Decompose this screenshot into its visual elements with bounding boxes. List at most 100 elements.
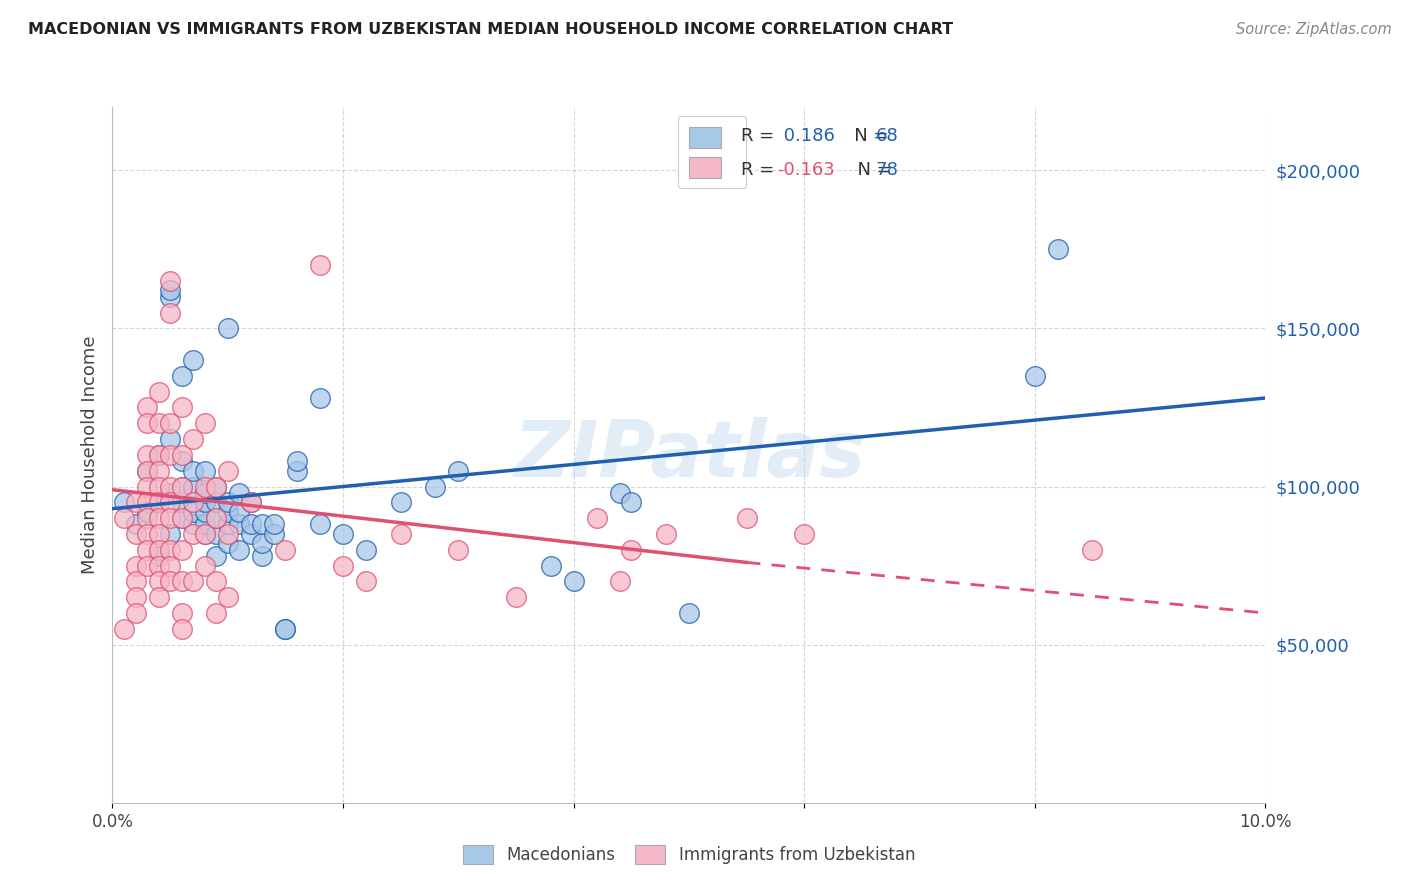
Point xyxy=(252,549,274,563)
Point xyxy=(170,542,193,557)
Point xyxy=(181,517,204,532)
Point xyxy=(136,558,159,573)
Point xyxy=(148,558,170,573)
Point xyxy=(228,486,250,500)
Point xyxy=(1024,368,1046,383)
Point xyxy=(194,505,217,519)
Point xyxy=(181,464,204,478)
Point xyxy=(332,527,354,541)
Point xyxy=(148,495,170,509)
Point xyxy=(239,517,262,532)
Point xyxy=(159,486,181,500)
Point xyxy=(285,454,308,468)
Point xyxy=(309,391,332,405)
Text: -0.163: -0.163 xyxy=(778,161,835,179)
Point xyxy=(136,464,159,478)
Point xyxy=(148,448,170,462)
Point xyxy=(148,549,170,563)
Point xyxy=(181,495,204,509)
Point xyxy=(170,479,193,493)
Point xyxy=(620,542,643,557)
Point xyxy=(159,542,181,557)
Text: 0.186: 0.186 xyxy=(778,128,834,145)
Point xyxy=(655,527,678,541)
Point xyxy=(389,527,412,541)
Point xyxy=(159,574,181,589)
Point xyxy=(285,464,308,478)
Point xyxy=(505,591,527,605)
Point xyxy=(194,464,217,478)
Point xyxy=(136,401,159,415)
Point xyxy=(205,606,228,620)
Point xyxy=(228,542,250,557)
Point xyxy=(124,495,146,509)
Point xyxy=(159,417,181,431)
Point xyxy=(170,401,193,415)
Point xyxy=(159,432,181,446)
Point xyxy=(263,517,285,532)
Point xyxy=(263,527,285,541)
Point xyxy=(136,511,159,525)
Point xyxy=(540,558,562,573)
Point xyxy=(447,464,470,478)
Point xyxy=(136,464,159,478)
Point xyxy=(159,558,181,573)
Point xyxy=(217,495,239,509)
Point xyxy=(148,479,170,493)
Point xyxy=(205,479,228,493)
Point xyxy=(124,517,146,532)
Point xyxy=(112,495,135,509)
Point xyxy=(309,517,332,532)
Point xyxy=(239,527,262,541)
Point xyxy=(585,511,607,525)
Point xyxy=(148,448,170,462)
Point xyxy=(228,505,250,519)
Point xyxy=(205,479,228,493)
Point xyxy=(194,558,217,573)
Point xyxy=(217,464,239,478)
Point xyxy=(181,432,204,446)
Point xyxy=(148,591,170,605)
Point xyxy=(194,495,217,509)
Point xyxy=(332,558,354,573)
Point xyxy=(136,542,159,557)
Point xyxy=(148,511,170,525)
Point xyxy=(170,511,193,525)
Y-axis label: Median Household Income: Median Household Income xyxy=(80,335,98,574)
Point xyxy=(620,495,643,509)
Point xyxy=(274,542,297,557)
Point xyxy=(274,622,297,636)
Point xyxy=(124,574,146,589)
Point xyxy=(205,527,228,541)
Point xyxy=(170,479,193,493)
Point xyxy=(124,591,146,605)
Point xyxy=(793,527,815,541)
Point xyxy=(194,479,217,493)
Point xyxy=(217,505,239,519)
Point xyxy=(274,622,297,636)
Point xyxy=(136,527,159,541)
Text: R =: R = xyxy=(741,128,780,145)
Point xyxy=(217,321,239,335)
Point xyxy=(609,486,631,500)
Point xyxy=(181,505,204,519)
Point xyxy=(170,511,193,525)
Text: 78: 78 xyxy=(876,161,898,179)
Point xyxy=(170,606,193,620)
Point xyxy=(136,417,159,431)
Point xyxy=(228,517,250,532)
Point xyxy=(181,479,204,493)
Point xyxy=(159,511,181,525)
Point xyxy=(205,574,228,589)
Point xyxy=(217,527,239,541)
Point xyxy=(124,558,146,573)
Text: R =: R = xyxy=(741,161,780,179)
Point xyxy=(735,511,758,525)
Point xyxy=(194,486,217,500)
Point xyxy=(136,448,159,462)
Point xyxy=(124,606,146,620)
Point xyxy=(609,574,631,589)
Text: ZIPatlas: ZIPatlas xyxy=(513,417,865,493)
Point xyxy=(112,622,135,636)
Point xyxy=(170,574,193,589)
